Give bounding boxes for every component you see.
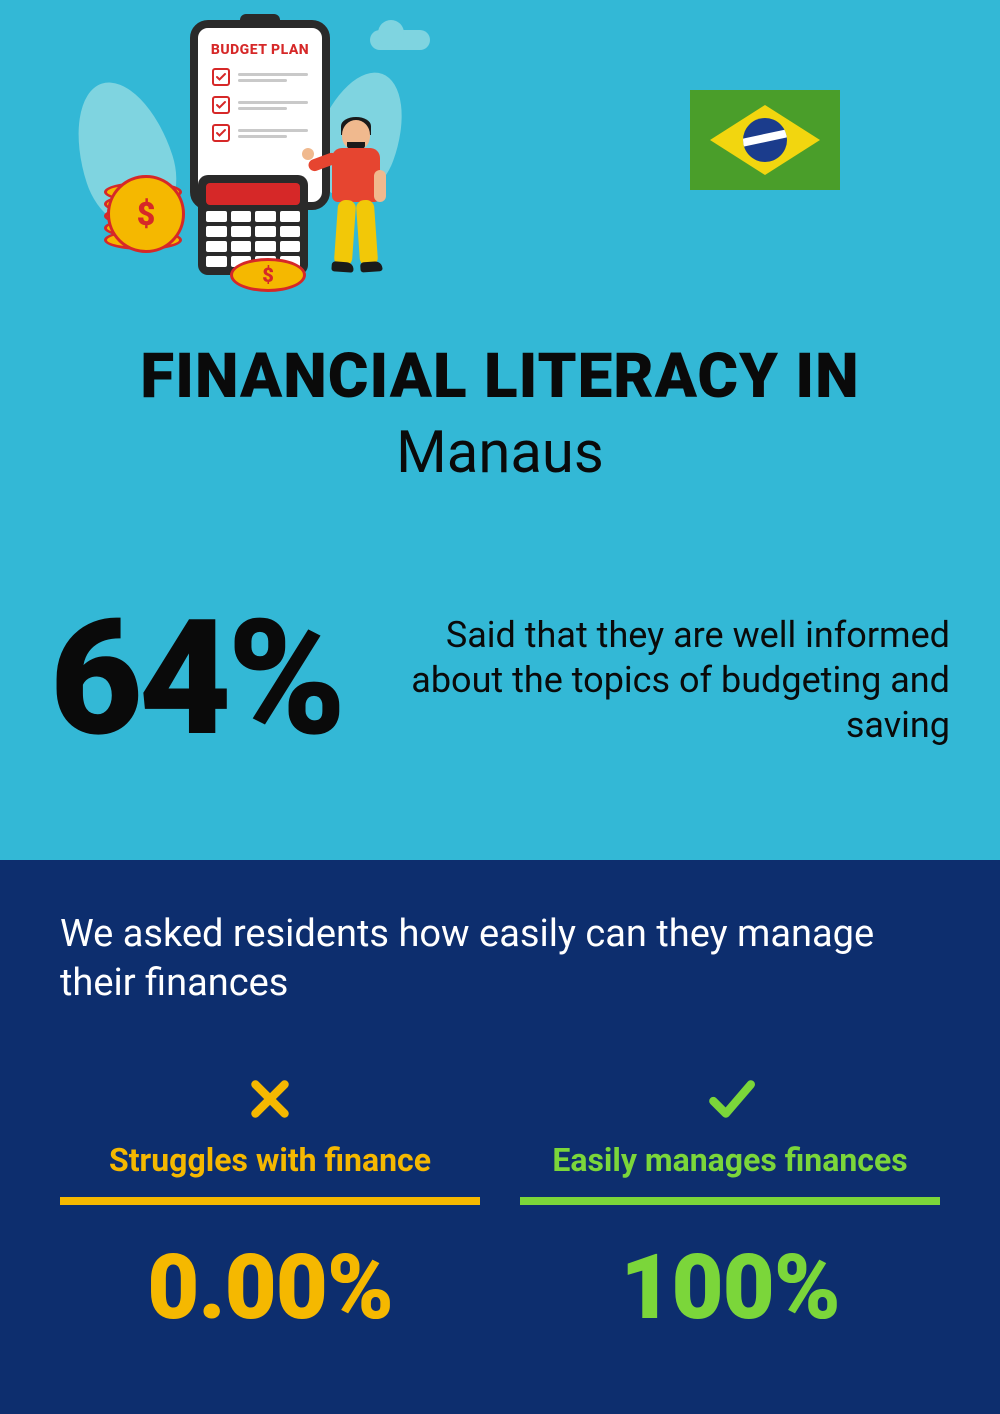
coin-icon: $ [230, 258, 306, 292]
cloud-icon [370, 30, 430, 50]
top-section: BUDGET PLAN [0, 0, 1000, 860]
bottom-section: We asked residents how easily can they m… [0, 860, 1000, 1414]
brazil-flag-icon [690, 90, 840, 190]
struggles-rule [60, 1197, 480, 1205]
title-main: FINANCIAL LITERACY IN [0, 340, 1000, 413]
results-columns: Struggles with finance 0.00% Easily mana… [60, 1069, 940, 1340]
headline-percent: 64% [50, 600, 342, 760]
struggles-label: Struggles with finance [60, 1141, 480, 1179]
x-icon [60, 1069, 480, 1129]
check-icon [520, 1069, 940, 1129]
person-icon [318, 120, 398, 290]
title-location: Manaus [0, 419, 1000, 487]
manages-value: 100% [520, 1235, 940, 1340]
clipboard-title: BUDGET PLAN [198, 42, 322, 58]
headline-stat: 64% Said that they are well informed abo… [50, 600, 950, 760]
title-block: FINANCIAL LITERACY IN Manaus [0, 340, 1000, 487]
struggles-column: Struggles with finance 0.00% [60, 1069, 480, 1340]
manages-column: Easily manages finances 100% [520, 1069, 940, 1340]
struggles-value: 0.00% [60, 1235, 480, 1340]
coin-stack-icon: $ [104, 190, 182, 250]
manages-label: Easily manages finances [520, 1141, 940, 1179]
survey-question: We asked residents how easily can they m… [60, 910, 940, 1009]
manages-rule [520, 1197, 940, 1205]
budget-illustration: BUDGET PLAN [80, 20, 410, 300]
headline-description: Said that they are well informed about t… [362, 613, 950, 748]
